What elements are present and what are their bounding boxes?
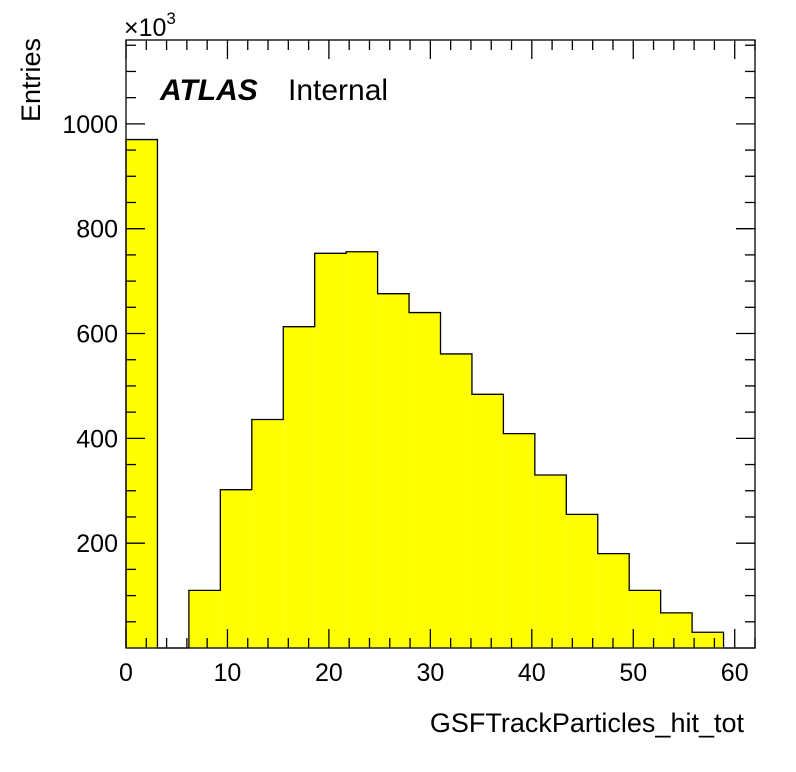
histogram-bin-11 (471, 394, 504, 648)
y-tick-label: 200 (76, 530, 118, 558)
y-tick-label: 600 (76, 321, 118, 349)
histogram-bin-6 (314, 253, 347, 648)
x-tick-label: 0 (119, 659, 133, 687)
y-multiplier-label: ×103 (124, 9, 176, 42)
histogram-bin-2 (188, 590, 221, 648)
histogram-bin-14 (566, 514, 598, 648)
histogram-bin-8 (377, 293, 410, 648)
x-tick-label: 40 (518, 659, 546, 687)
x-tick-label: 50 (619, 659, 647, 687)
histogram-bin-18 (692, 632, 724, 648)
y-axis-title: Entries (16, 38, 46, 122)
x-axis-title: GSFTrackParticles_hit_tot (430, 708, 745, 738)
histogram-bin-5 (283, 326, 315, 648)
internal-label: Internal (288, 74, 388, 107)
plot-frame (125, 39, 756, 649)
histogram-bin-4 (251, 419, 284, 648)
atlas-label: ATLAS (159, 74, 258, 107)
histogram-bin-9 (409, 312, 441, 648)
histogram-bin-10 (440, 353, 472, 648)
histogram-bin-17 (660, 612, 693, 648)
x-tick-label: 10 (214, 659, 242, 687)
histogram-bin-16 (629, 590, 661, 648)
axis-ticks (125, 40, 756, 648)
y-tick-label: 1000 (62, 111, 118, 139)
histogram-bin-13 (534, 475, 567, 648)
y-tick-label: 800 (76, 216, 118, 244)
histogram-bin-0 (126, 139, 158, 648)
histogram-bars (126, 139, 724, 649)
histogram-bin-3 (220, 489, 252, 648)
histogram-outline (125, 138, 755, 649)
histogram-bin-7 (346, 251, 378, 649)
y-tick-label: 400 (76, 425, 118, 453)
tick-labels: 0 10 20 30 40 50 60 200 400 600 800 1000 (62, 111, 748, 687)
histogram-bin-12 (503, 433, 535, 648)
x-tick-label: 30 (416, 659, 444, 687)
x-tick-label: 20 (315, 659, 343, 687)
histogram-bin-15 (597, 553, 630, 648)
x-tick-label: 60 (721, 659, 749, 687)
